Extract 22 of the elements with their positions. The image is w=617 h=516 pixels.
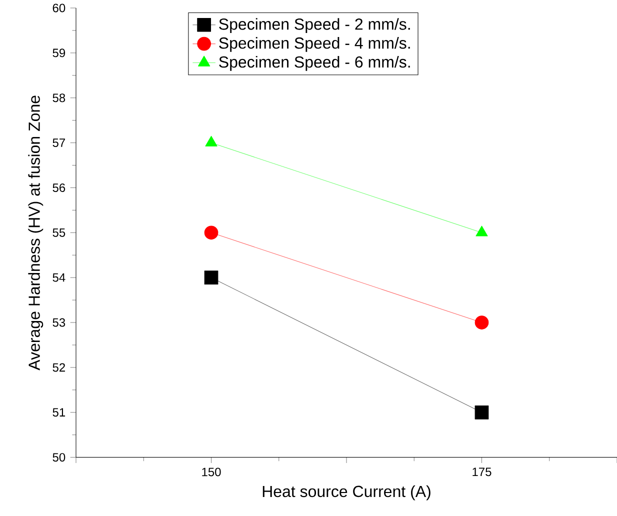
y-tick-label: 56 <box>52 183 66 192</box>
point <box>474 316 489 330</box>
point <box>474 405 489 420</box>
y-tick-label: 57 <box>52 138 65 147</box>
legend-label: Specimen Speed - 6 mm/s. <box>219 56 410 71</box>
legend-label: Specimen Speed - 2 mm/s. <box>219 18 410 33</box>
x-tick-label: 150 <box>202 468 221 476</box>
y-tick-label: 59 <box>52 48 66 58</box>
y-tick-label: 60 <box>52 4 66 12</box>
y-tick-label: 53 <box>52 318 66 327</box>
y-tick-label: 51 <box>52 408 66 417</box>
y-tick-label: 58 <box>52 94 66 102</box>
point <box>204 226 218 240</box>
x-tick-label: 175 <box>472 468 492 476</box>
legend-label: Specimen Speed - 4 mm/s. <box>219 37 410 52</box>
y-tick-label: 54 <box>52 273 66 282</box>
x-axis-title: Heat source Current (A) <box>262 485 430 500</box>
y-tick-label: 52 <box>52 363 65 372</box>
y-axis-title: Average Hardness (HV) at fusion Zone <box>28 96 44 370</box>
y-tick-label: 55 <box>52 228 66 237</box>
y-tick-label: 50 <box>52 453 66 462</box>
point <box>204 270 218 285</box>
